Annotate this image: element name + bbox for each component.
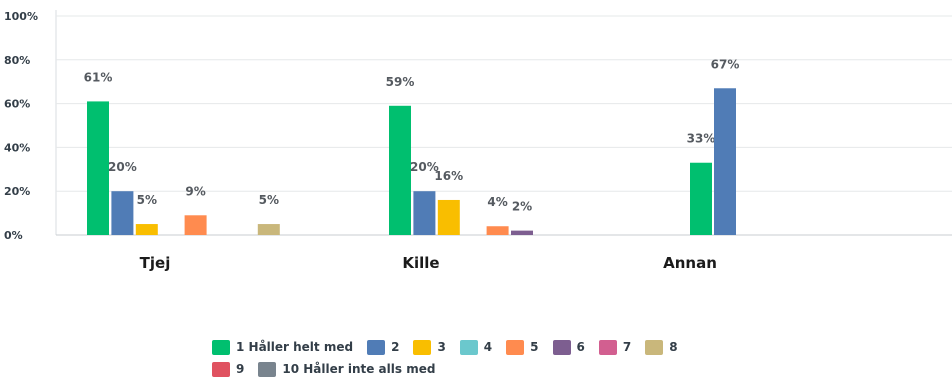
y-tick-label: 100% [4,10,38,23]
data-label: 9% [185,184,205,198]
y-tick-label: 20% [4,185,30,198]
legend-swatch [212,361,230,377]
legend-label: 5 [530,340,539,354]
legend-label: 10 Håller inte alls med [282,362,436,376]
chart-legend: 1 Håller helt med 2 3 4 5 6 7 8 9 10 Håller inte … [212,336,812,380]
data-label: 33% [687,132,716,146]
category-label: Kille [402,254,439,272]
legend-item[interactable]: 6 [552,339,585,355]
data-label: 2% [512,200,532,214]
data-label: 16% [434,169,463,183]
legend-item[interactable]: 9 [212,361,245,377]
legend-item[interactable]: 3 [413,339,446,355]
legend-label: 1 Håller helt med [236,340,354,354]
legend-swatch [258,361,277,377]
legend-row: 1 Håller helt med 2 3 4 5 6 7 8 [212,336,812,358]
legend-item[interactable]: 1 Håller helt med [212,339,354,355]
y-tick-label: 60% [4,98,30,111]
category-label: Annan [663,254,717,272]
legend-item[interactable]: 5 [506,339,539,355]
data-label: 59% [386,75,415,89]
bar-2-kille [413,191,436,235]
bar-8-tjej [257,224,280,235]
legend-swatch [413,339,432,355]
legend-swatch [598,339,617,355]
bar-5-kille [486,226,509,235]
legend-row: 9 10 Håller inte alls med [212,358,812,380]
bar-2-tjej [111,191,134,235]
legend-item[interactable]: 10 Håller inte alls med [258,361,436,377]
legend-label: 8 [669,340,678,354]
bar-3-tjej [135,224,158,235]
data-label: 67% [711,57,740,71]
y-tick-label: 0% [4,229,23,242]
data-label: 4% [487,195,507,209]
data-label: 5% [259,193,279,207]
bar-6-kille [511,230,533,235]
legend-label: 3 [437,340,446,354]
bar-1-kille [389,105,411,235]
legend-label: 9 [236,362,245,376]
legend-swatch [506,339,525,355]
legend-item[interactable]: 2 [367,339,400,355]
data-label: 20% [108,160,137,174]
category-label: Tjej [140,254,171,272]
y-tick-label: 80% [4,54,30,67]
data-label: 5% [137,193,157,207]
data-label: 61% [84,70,113,84]
bar-2-annan [714,88,736,236]
bar-chart: 0% 20% 40% 60% 80% 100% 61% 59% 33% 20% 20% 67% 5% 16… [4,10,952,272]
legend-swatch [367,339,386,355]
bar-3-kille [437,199,460,235]
legend-swatch [552,339,571,355]
legend-swatch [212,339,230,355]
bar-5-tjej [184,215,207,235]
bar-1-annan [690,162,712,235]
y-tick-label: 40% [4,141,30,154]
legend-item[interactable]: 8 [645,339,678,355]
legend-label: 7 [622,340,632,354]
legend-swatch [459,339,478,355]
legend-item[interactable]: 4 [459,339,493,355]
legend-label: 4 [483,340,493,354]
bar-1-tjej [87,101,109,235]
data-label: 20% [410,160,439,174]
legend-label: 2 [391,340,400,354]
legend-item[interactable]: 7 [598,339,632,355]
legend-swatch [645,339,664,355]
legend-label: 6 [576,340,585,354]
